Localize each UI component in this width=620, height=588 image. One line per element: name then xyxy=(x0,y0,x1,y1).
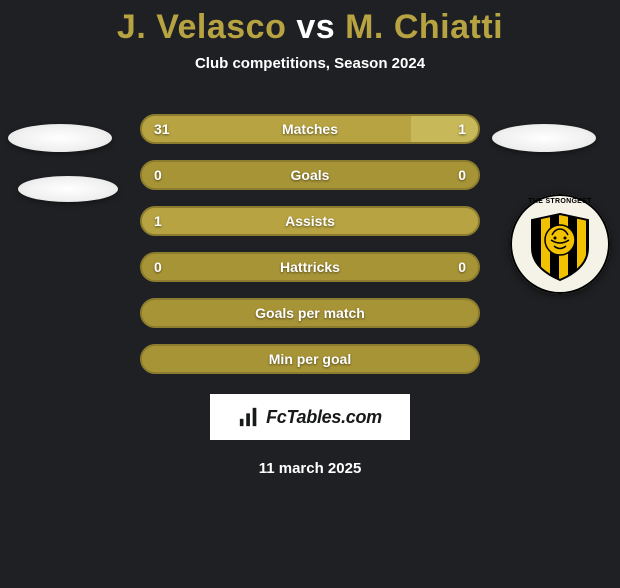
brand-box[interactable]: FcTables.com xyxy=(210,394,410,440)
player2-avatar-placeholder xyxy=(492,124,596,152)
player1-name: J. Velasco xyxy=(117,8,286,46)
stats-stage: THE STRONGEST 311Matches 00Goals xyxy=(0,114,620,374)
badge-shield-icon xyxy=(524,210,596,282)
stat-bar-matches: 311Matches xyxy=(140,114,480,144)
player2-name: M. Chiatti xyxy=(345,8,503,46)
stat-label: Hattricks xyxy=(142,259,478,275)
bar-chart-icon xyxy=(238,406,260,428)
stat-label: Matches xyxy=(142,121,478,137)
stat-bar-assists: 1Assists xyxy=(140,206,480,236)
stat-bar-goals-per-match: Goals per match xyxy=(140,298,480,328)
stat-label: Goals per match xyxy=(142,305,478,321)
player1-club-placeholder xyxy=(18,176,118,202)
stat-label: Min per goal xyxy=(142,351,478,367)
brand-text: FcTables.com xyxy=(266,407,382,428)
player1-avatar-placeholder xyxy=(8,124,112,152)
badge-ring-text: THE STRONGEST xyxy=(510,198,610,205)
stat-bar-hattricks: 00Hattricks xyxy=(140,252,480,282)
stat-label: Goals xyxy=(142,167,478,183)
comparison-title: J. Velasco vs M. Chiatti xyxy=(0,8,620,47)
player2-club-badge: THE STRONGEST xyxy=(510,194,610,294)
footer-date: 11 march 2025 xyxy=(0,460,620,477)
stat-bar-goals: 00Goals xyxy=(140,160,480,190)
stat-label: Assists xyxy=(142,213,478,229)
stat-bar-min-per-goal: Min per goal xyxy=(140,344,480,374)
stats-bars: 311Matches 00Goals 1Assists 00Hattricks Goal… xyxy=(140,114,480,374)
vs-text: vs xyxy=(296,8,335,46)
subtitle: Club competitions, Season 2024 xyxy=(0,55,620,72)
